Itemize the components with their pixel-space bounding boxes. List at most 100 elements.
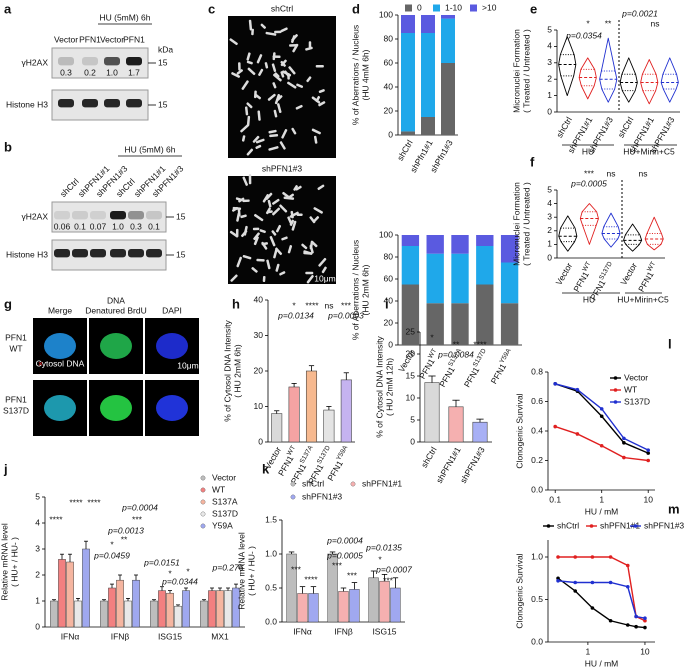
- y-axis-label: Micronuclei Formation: [511, 29, 521, 113]
- bar-segment: [401, 131, 415, 135]
- y-tick-label: 0: [388, 129, 393, 139]
- chromosome: [295, 185, 302, 191]
- chromosome: [242, 176, 248, 186]
- annotation: ***: [347, 570, 358, 580]
- bar: [288, 386, 300, 443]
- legend-label: Vector: [212, 472, 236, 482]
- band: [128, 211, 144, 220]
- bar-segment: [426, 253, 444, 304]
- annotation: **: [605, 18, 612, 28]
- label-part: PFN1: [437, 365, 457, 389]
- bar: [108, 587, 116, 628]
- chromosome: [288, 66, 296, 75]
- panel-letter: m: [668, 501, 680, 516]
- chromosome: [279, 141, 286, 150]
- nucleus: [156, 395, 188, 421]
- quantification: 0.1: [148, 221, 160, 231]
- superscript: S137A: [299, 444, 315, 465]
- chromosome: [255, 144, 262, 150]
- chromosome: [275, 224, 282, 233]
- chromosome: [236, 256, 243, 268]
- annotation: p=0.0003: [327, 310, 364, 320]
- bar: [390, 587, 401, 623]
- bar: [182, 590, 190, 628]
- legend-marker: [613, 376, 618, 380]
- band: [104, 57, 120, 66]
- bar-segment: [401, 284, 420, 345]
- y-tick-label: 15: [406, 370, 416, 380]
- bar: [100, 600, 108, 628]
- chromosome: [301, 243, 308, 250]
- y-tick-label: 0.5: [531, 594, 543, 604]
- annotation: p=0.0007: [375, 564, 412, 574]
- bar-segment: [426, 235, 444, 254]
- band: [82, 99, 98, 108]
- y-tick-label: 2: [35, 569, 40, 579]
- point: [646, 448, 651, 452]
- chromosome: [303, 250, 313, 255]
- bar: [271, 413, 283, 443]
- y-axis-label: Clonogenic Survival: [514, 553, 524, 628]
- chromosome: [266, 259, 271, 270]
- bar: [74, 600, 82, 628]
- x-tick-label: 1: [599, 494, 604, 504]
- chromosome: [267, 93, 276, 101]
- label-part: PFN1: [571, 270, 591, 294]
- superscript: Y59A: [335, 444, 349, 462]
- chromosome: [287, 245, 293, 254]
- legend-marker: [200, 511, 206, 517]
- band: [110, 211, 126, 220]
- image-title: shCtrl: [271, 3, 293, 13]
- annotation: p=0.0135: [365, 542, 402, 552]
- annotation: **: [453, 339, 460, 349]
- panel-letter: d: [352, 1, 360, 16]
- size-marker: 15: [176, 249, 186, 259]
- bar-segment: [451, 235, 469, 254]
- chromosome: [240, 124, 249, 133]
- chromosome: [296, 213, 303, 216]
- superscript: WT: [581, 261, 592, 273]
- legend-label: WT: [624, 384, 637, 394]
- annotation: p=0.0021: [621, 8, 658, 18]
- chromosome: [306, 274, 314, 284]
- point: [599, 414, 604, 419]
- chromosome: [289, 211, 299, 218]
- chromosome: [275, 247, 283, 256]
- y-tick-label: 80: [384, 33, 394, 43]
- x-tick-label: Vector: [619, 261, 640, 287]
- point: [643, 616, 647, 620]
- bar-segment: [476, 246, 494, 285]
- treatment-label: HU (5mM) 6h: [124, 144, 175, 154]
- bar: [308, 593, 319, 623]
- annotation: p=0.0134: [277, 310, 314, 320]
- chromosome: [306, 76, 312, 83]
- legend-marker: [633, 524, 638, 528]
- bar: [174, 605, 182, 628]
- chromosome: [262, 275, 266, 283]
- point: [608, 555, 613, 559]
- chromosome: [291, 127, 297, 135]
- chromosome: [246, 102, 253, 109]
- x-tick-label: ISG15: [372, 626, 396, 636]
- legend-label: shPFN1#3: [644, 520, 684, 530]
- point: [599, 443, 604, 448]
- chromosome: [279, 271, 286, 276]
- bar-segment: [441, 15, 455, 19]
- row-label: Histone H3: [6, 249, 48, 259]
- y-tick-label: 5: [547, 24, 552, 34]
- band: [146, 211, 162, 220]
- panel-letter: k: [262, 461, 270, 476]
- y-axis-label: (HU 2mM 6h): [360, 264, 370, 315]
- band: [90, 249, 106, 258]
- panel-letter: g: [4, 296, 12, 311]
- chromosome: [280, 59, 287, 67]
- y-tick-label: 20: [406, 348, 416, 358]
- superscript: Y59A: [499, 347, 513, 365]
- y-tick-label: 100: [379, 9, 393, 19]
- y-tick-label: 80: [384, 251, 394, 261]
- column-title: DAPI: [162, 305, 182, 315]
- annotation: ****: [87, 497, 101, 507]
- bar-segment: [500, 235, 519, 263]
- row-title: PFN1: [5, 332, 27, 342]
- annotation: p=0.0004: [326, 535, 363, 545]
